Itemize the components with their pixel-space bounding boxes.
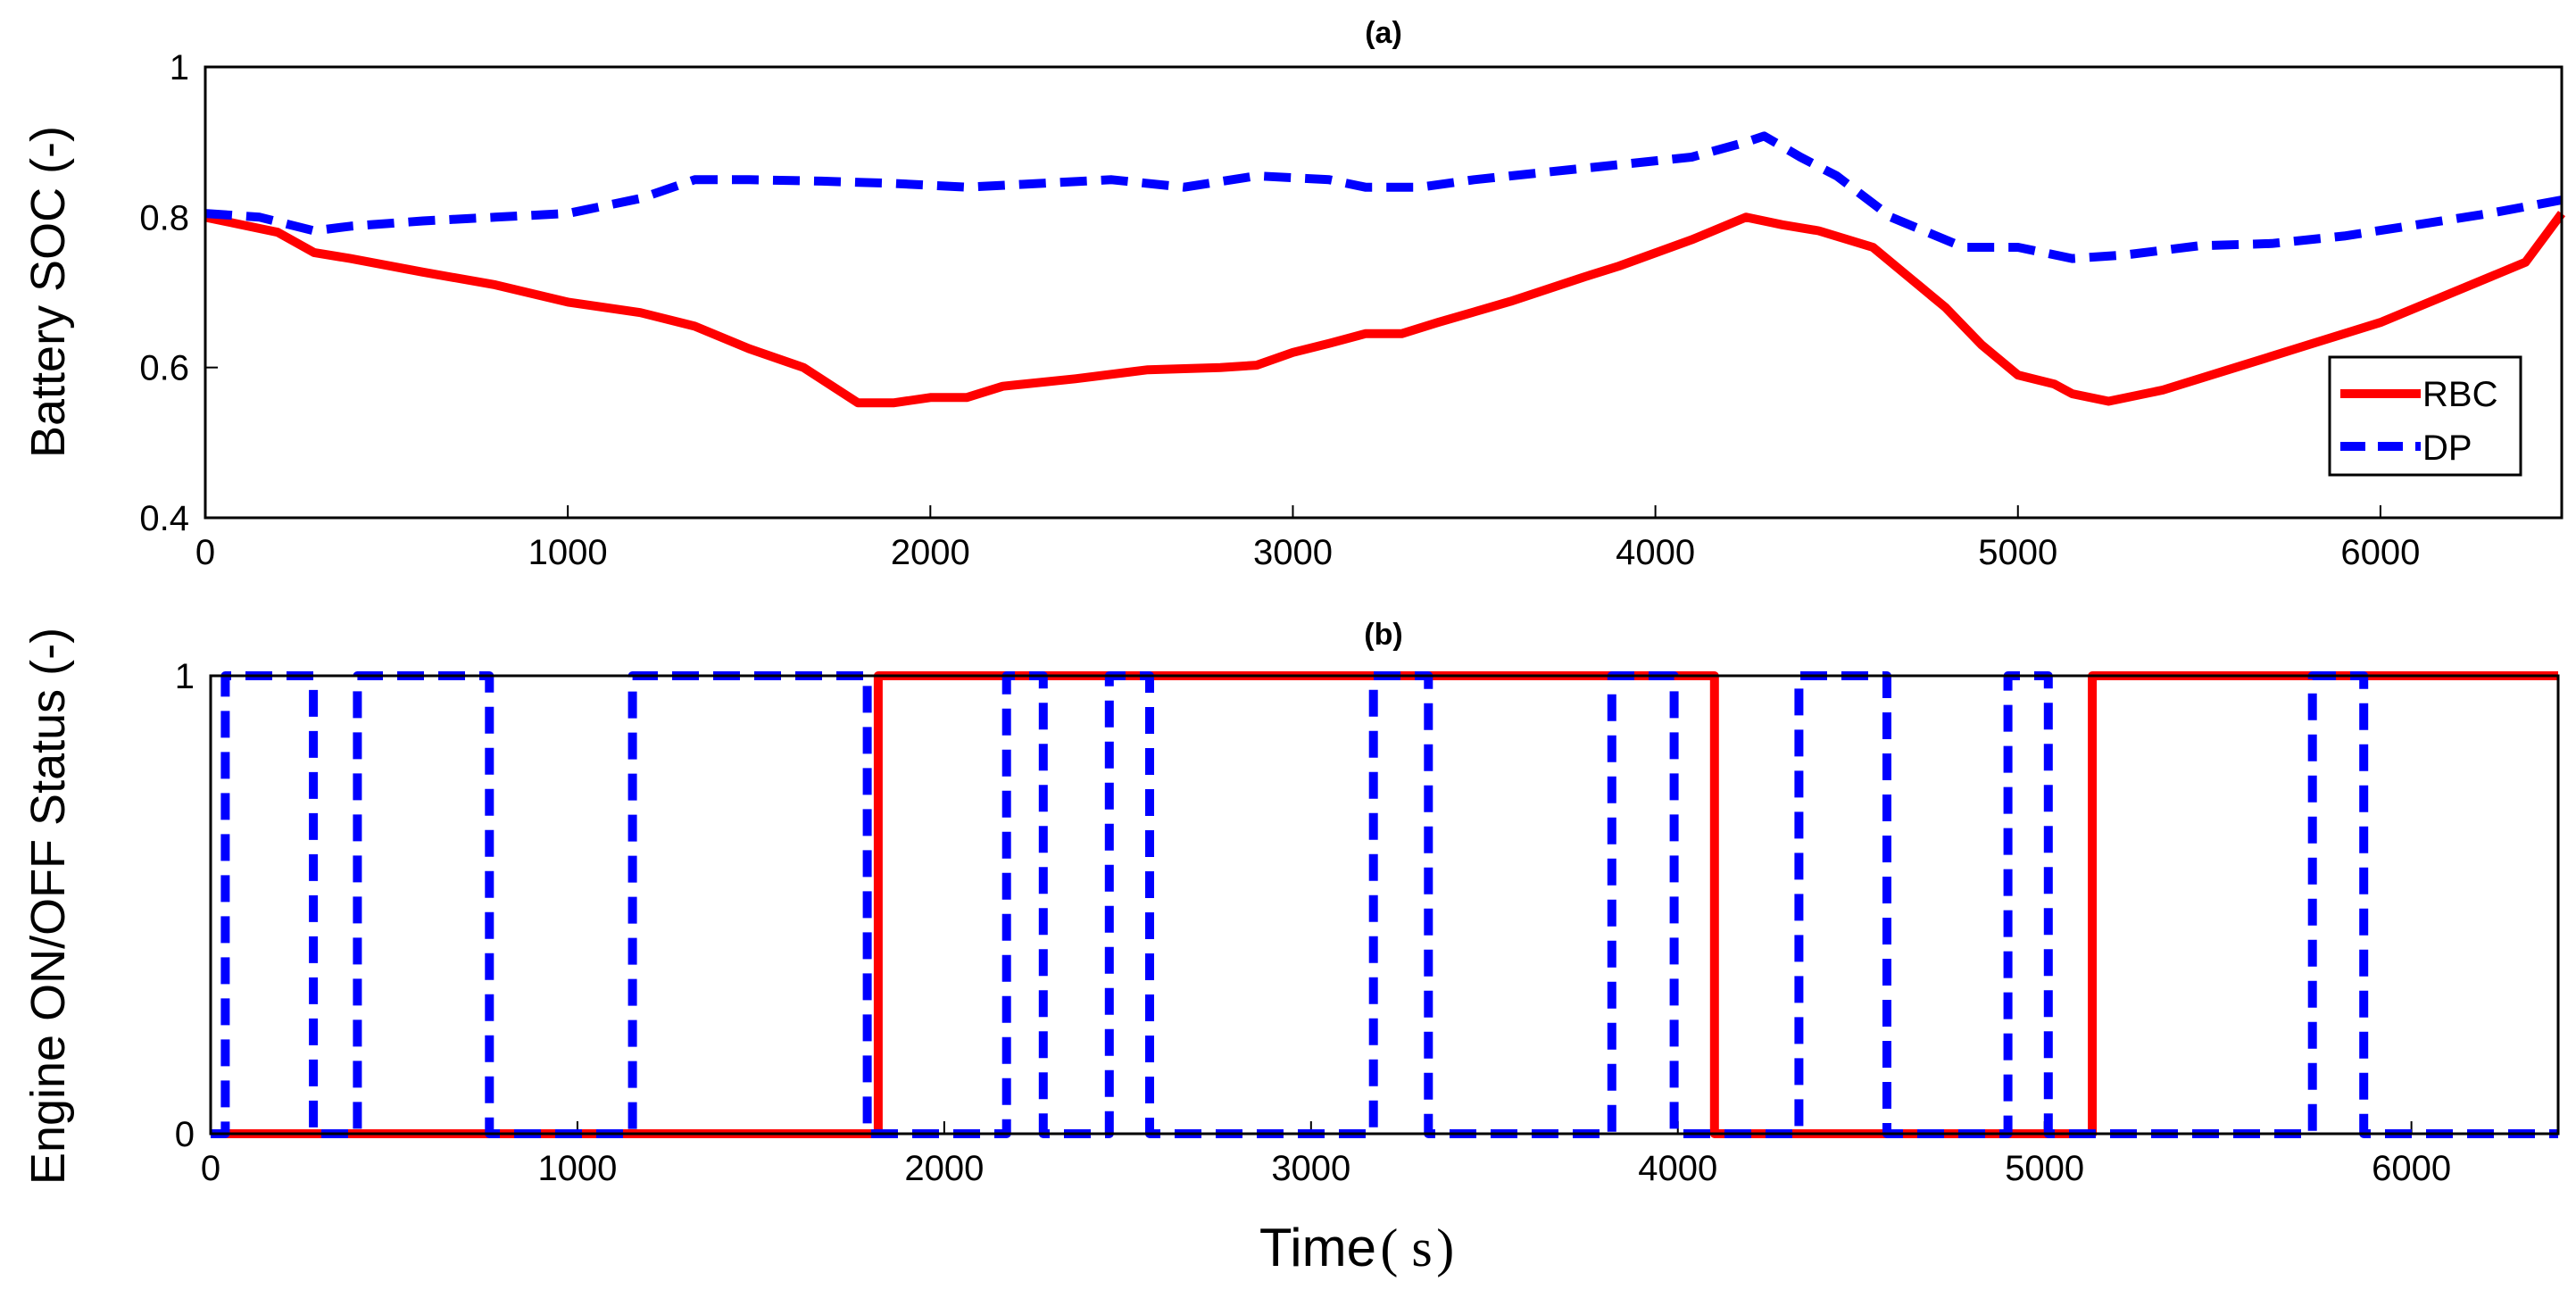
panel-b-xtick-label: 6000	[2372, 1149, 2451, 1188]
panel-b-xlabel-close-paren: )	[1436, 1219, 1454, 1277]
panel-b-series-rbc	[211, 671, 2558, 1138]
panel-a-xtick-label: 1000	[528, 533, 608, 572]
panel-a-ytick-label: 0.8	[139, 198, 189, 237]
panel-a-series-dp	[204, 131, 2563, 263]
panel-a-frame	[204, 65, 2564, 520]
legend-rbc-label: RBC	[2422, 375, 2497, 414]
panel-a-ylabel: Battery SOC (-)	[21, 126, 75, 458]
panel-b-xtick-label: 2000	[904, 1149, 984, 1188]
panel-a-title: (a)	[1365, 16, 1402, 50]
panel-b-xtick-label: 4000	[1638, 1149, 1717, 1188]
panel-a-soc-chart: (a) Battery SOC (-) 0 1000 2000 3000 4000 500…	[21, 16, 2566, 572]
panel-b-xtick-label: 0	[201, 1149, 220, 1188]
panel-b-xlabel-open-paren: (	[1380, 1219, 1411, 1277]
panel-b-xtick-label: 3000	[1271, 1149, 1350, 1188]
panel-b-ytick-label: 0	[175, 1115, 195, 1154]
panel-b-xlabel-unit: s	[1411, 1219, 1432, 1277]
panel-a-series-rbc	[204, 211, 2566, 408]
panel-b-ylabel: Engine ON/OFF Status (-)	[21, 628, 75, 1185]
panel-b-title: (b)	[1364, 618, 1402, 652]
panel-a-ytick-label: 1	[170, 48, 189, 87]
legend: RBC DP	[2328, 355, 2522, 477]
panel-b-engine-chart: (b) Engine ON/OFF Status (-) 0 1000 2000 30…	[21, 618, 2560, 1277]
panel-b-xtick-label: 1000	[537, 1149, 617, 1188]
panel-b-xlabel: Time ( s )	[1259, 1218, 1454, 1277]
panel-a-xtick-label: 2000	[891, 533, 970, 572]
panel-a-xtick-label: 4000	[1616, 533, 1695, 572]
panel-a-ytick-label: 0.4	[139, 499, 189, 538]
panel-a-xtick-label: 0	[195, 533, 215, 572]
panel-b-frame	[209, 674, 2560, 1136]
legend-box	[2328, 355, 2522, 477]
panel-a-xtick-labels: 0 1000 2000 3000 4000 5000 6000	[195, 505, 2420, 572]
legend-dp-label: DP	[2422, 429, 2472, 468]
panel-a-xtick-label: 3000	[1253, 533, 1333, 572]
panel-a-ytick-label: 0.6	[139, 349, 189, 388]
panel-b-xtick-label: 5000	[2005, 1149, 2084, 1188]
panel-a-series	[204, 131, 2566, 408]
panel-b-ytick-labels: 01	[175, 657, 223, 1154]
panel-a-ytick-labels: 0.4 0.6 0.8 1	[139, 48, 218, 538]
panel-a-xtick-label: 5000	[1978, 533, 2057, 572]
panel-b-xlabel-text: Time	[1259, 1218, 1376, 1277]
panel-a-xtick-label: 6000	[2340, 533, 2420, 572]
panel-b-ytick-label: 1	[175, 657, 195, 696]
panel-b-xtick-labels: 0 1000 2000 3000 4000 5000 6000	[201, 1121, 2451, 1188]
